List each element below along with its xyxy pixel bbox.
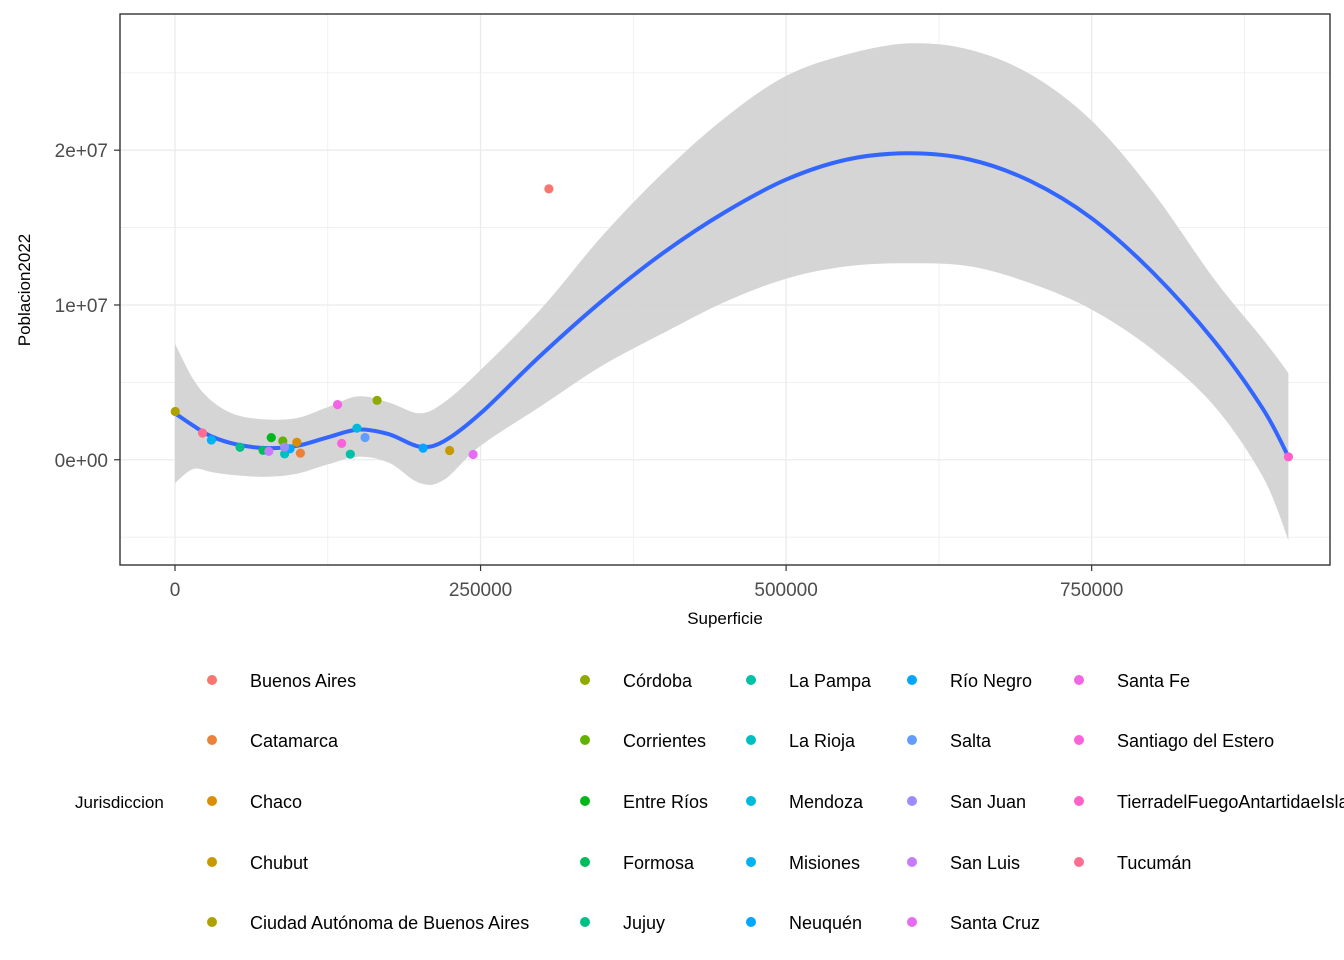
data-point: [170, 406, 180, 417]
legend-label: TierradelFuegoAntartidaeIslas: [1117, 792, 1344, 812]
legend-title: Jurisdiccion: [75, 793, 164, 812]
legend-key: [580, 735, 590, 745]
legend-key: [907, 675, 917, 685]
data-point: [1283, 452, 1294, 462]
legend-label: Ciudad Autónoma de Buenos Aires: [250, 913, 529, 933]
legend-label: Tucumán: [1117, 853, 1191, 873]
data-point: [418, 443, 428, 453]
legend-key: [1074, 857, 1084, 867]
legend-key: [207, 735, 217, 745]
legend-label: Río Negro: [950, 671, 1032, 691]
legend-key: [207, 675, 217, 685]
plot-panel-border: [119, 13, 1331, 566]
data-point: [264, 446, 274, 456]
legend-label: Santa Fe: [1117, 671, 1190, 691]
legend-label: Corrientes: [623, 731, 706, 751]
legend-label: San Juan: [950, 792, 1026, 812]
data-point: [292, 437, 302, 447]
data-point: [468, 449, 478, 460]
legend-label: Misiones: [789, 853, 860, 873]
legend-label: Santiago del Estero: [1117, 731, 1274, 751]
legend-label: Salta: [950, 731, 992, 751]
y-tick-label: 2e+07: [55, 141, 108, 162]
legend-label: Córdoba: [623, 671, 693, 691]
legend-key: [746, 735, 756, 745]
data-point: [332, 400, 343, 410]
legend-label: Mendoza: [789, 792, 864, 812]
legend-key: [207, 796, 217, 806]
legend-label: Neuquén: [789, 913, 862, 933]
legend-key: [746, 857, 756, 867]
legend-key: [1074, 796, 1084, 806]
x-tick-label: 750000: [1060, 580, 1123, 601]
legend-key: [1074, 735, 1084, 745]
legend-key: [1074, 675, 1084, 685]
confidence-band: [175, 43, 1289, 541]
data-point: [197, 428, 208, 438]
legend-key: [746, 796, 756, 806]
legend-label: Jujuy: [623, 913, 665, 933]
legend-label: La Pampa: [789, 671, 872, 691]
legend-key: [907, 796, 917, 806]
y-axis: 0e+00 1e+07 2e+07: [55, 141, 120, 472]
legend-label: Buenos Aires: [250, 671, 356, 691]
data-point: [337, 438, 347, 448]
x-tick-label: 0: [170, 580, 181, 601]
data-point: [372, 395, 382, 405]
data-point: [279, 442, 290, 452]
data-point: [360, 432, 370, 443]
legend-label: La Rioja: [789, 731, 856, 751]
legend-label: Formosa: [623, 853, 695, 873]
legend-key: [907, 735, 917, 745]
data-point: [352, 423, 362, 433]
y-tick-label: 0e+00: [55, 451, 108, 472]
smooth-line: [173, 151, 1291, 458]
legend-label: Santa Cruz: [950, 913, 1040, 933]
legend-key: [580, 857, 590, 867]
y-tick-label: 1e+07: [55, 296, 108, 317]
data-point: [345, 449, 355, 459]
x-axis-label: Superficie: [687, 609, 763, 628]
legend-label: San Luis: [950, 853, 1020, 873]
legend-key: [907, 857, 917, 867]
data-point: [544, 184, 554, 194]
data-point: [445, 445, 455, 456]
y-axis-label: Poblacion2022: [15, 234, 34, 346]
legend-key: [580, 675, 590, 685]
legend-key: [746, 675, 756, 685]
x-tick-label: 250000: [449, 580, 512, 601]
legend: Buenos Aires Catamarca Chaco Chubut Ciudad A…: [207, 671, 1344, 933]
data-point: [295, 448, 306, 458]
legend-label: Chaco: [250, 792, 302, 812]
legend-key: [207, 857, 217, 867]
legend-label: Catamarca: [250, 731, 339, 751]
smooth-line-layer: [173, 151, 1291, 458]
legend-label: Chubut: [250, 853, 308, 873]
data-point: [266, 433, 276, 443]
x-axis: 0 250000 500000 750000: [170, 565, 1123, 601]
legend-key: [907, 917, 917, 927]
points-layer: [170, 184, 1294, 462]
legend-key: [746, 917, 756, 927]
x-tick-label: 500000: [754, 580, 817, 601]
legend-label: Entre Ríos: [623, 792, 708, 812]
data-point: [206, 435, 217, 445]
data-point: [235, 442, 245, 452]
legend-key: [580, 796, 590, 806]
legend-key: [207, 917, 217, 927]
confidence-band-layer: [175, 43, 1289, 541]
legend-key: [580, 917, 590, 927]
